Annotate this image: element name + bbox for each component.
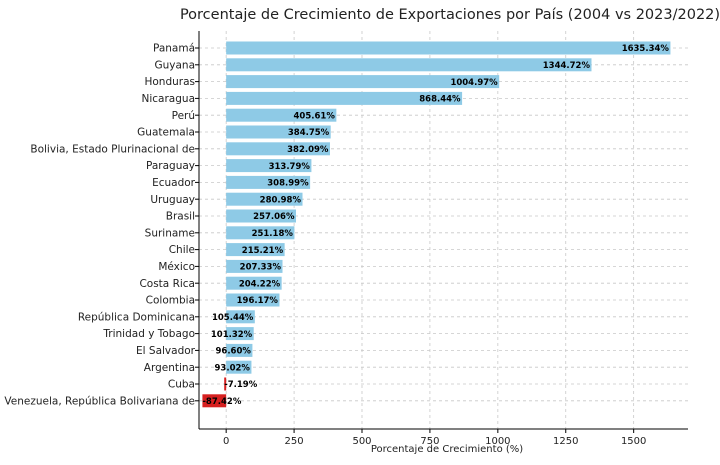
x-tick-label: 500 xyxy=(352,436,371,447)
bar xyxy=(226,175,311,189)
bar xyxy=(226,192,303,206)
data-label: 280.98% xyxy=(260,195,302,205)
data-label: 405.61% xyxy=(294,111,336,121)
bar-layer xyxy=(202,41,671,408)
data-label: 105.44% xyxy=(212,313,254,323)
bar xyxy=(226,226,295,240)
bar xyxy=(226,125,331,139)
bar xyxy=(226,343,253,357)
category-label: México xyxy=(158,261,195,273)
category-label: Chile xyxy=(169,244,195,256)
data-label: 101.32% xyxy=(211,330,253,340)
data-label-layer: 1635.34% 1344.72% 1004.97% 868.44% 405.61% 38… xyxy=(202,44,669,407)
data-label: 308.99% xyxy=(267,179,309,189)
data-label: 868.44% xyxy=(419,95,461,105)
bar xyxy=(226,327,254,341)
category-label: Ecuador xyxy=(152,177,196,189)
category-label: Honduras xyxy=(144,76,195,88)
bar xyxy=(226,75,500,89)
category-label: República Dominicana xyxy=(78,311,195,323)
category-label: Panamá xyxy=(153,43,195,55)
data-label: 257.06% xyxy=(253,212,295,222)
category-label: Venezuela, República Bolivariana de xyxy=(4,395,195,407)
x-tick-label: 750 xyxy=(420,436,439,447)
data-label: 1344.72% xyxy=(543,61,591,71)
bar xyxy=(226,91,463,105)
category-label: Brasil xyxy=(166,211,195,223)
bar xyxy=(226,276,282,290)
data-label: 313.79% xyxy=(269,162,311,172)
category-label: Cuba xyxy=(168,379,195,391)
category-label: Guyana xyxy=(154,59,195,71)
data-label: -87.42% xyxy=(202,397,241,407)
bar xyxy=(226,58,592,72)
category-label: Paraguay xyxy=(146,160,195,172)
bar xyxy=(226,108,337,122)
data-label: 215.21% xyxy=(242,246,284,256)
x-tick-layer: 0 250 500 750 1000 1250 1500 xyxy=(195,47,646,447)
category-label: Colombia xyxy=(146,295,195,307)
category-label: Costa Rica xyxy=(139,278,195,290)
category-label-layer: Panamá Guyana Honduras Nicaragua Perú Guatema… xyxy=(4,43,195,408)
category-label: Guatemala xyxy=(137,127,195,139)
x-tick-label: 250 xyxy=(285,436,304,447)
data-label: 251.18% xyxy=(252,229,294,239)
bar xyxy=(226,293,280,307)
bar xyxy=(224,377,227,391)
data-label: 196.17% xyxy=(237,296,279,306)
data-label: 382.09% xyxy=(287,145,329,155)
bar xyxy=(226,159,312,173)
category-label: El Salvador xyxy=(136,345,196,357)
data-label: 384.75% xyxy=(288,128,330,138)
category-label: Suriname xyxy=(145,227,195,239)
category-label: Trinidad y Tobago xyxy=(102,328,195,340)
bar xyxy=(226,142,330,156)
bar xyxy=(226,243,285,257)
data-label: 207.33% xyxy=(240,263,282,273)
category-label: Uruguay xyxy=(150,194,195,206)
bar xyxy=(226,360,252,374)
x-axis-label: Porcentaje de Crecimiento (%) xyxy=(371,444,523,455)
data-label: 1635.34% xyxy=(622,44,670,54)
bar xyxy=(226,209,297,223)
bar xyxy=(202,394,227,408)
data-label: -7.19% xyxy=(224,380,257,390)
x-tick-label: 1500 xyxy=(621,436,646,447)
x-tick-label: 1000 xyxy=(485,436,510,447)
chart-title: Porcentaje de Crecimiento de Exportacion… xyxy=(180,7,720,23)
category-label: Perú xyxy=(172,110,195,122)
data-label: 1004.97% xyxy=(450,78,498,88)
category-label: Argentina xyxy=(144,362,195,374)
category-label: Bolivia, Estado Plurinacional de xyxy=(30,143,195,155)
data-label: 96.60% xyxy=(216,347,252,357)
bar xyxy=(226,310,255,324)
data-label: 204.22% xyxy=(239,279,281,289)
x-tick-label: 0 xyxy=(223,436,229,447)
bar xyxy=(226,41,671,55)
x-tick-label: 1250 xyxy=(553,436,578,447)
bar xyxy=(226,259,283,273)
category-label: Nicaragua xyxy=(142,93,195,105)
data-label: 93.02% xyxy=(215,363,251,373)
